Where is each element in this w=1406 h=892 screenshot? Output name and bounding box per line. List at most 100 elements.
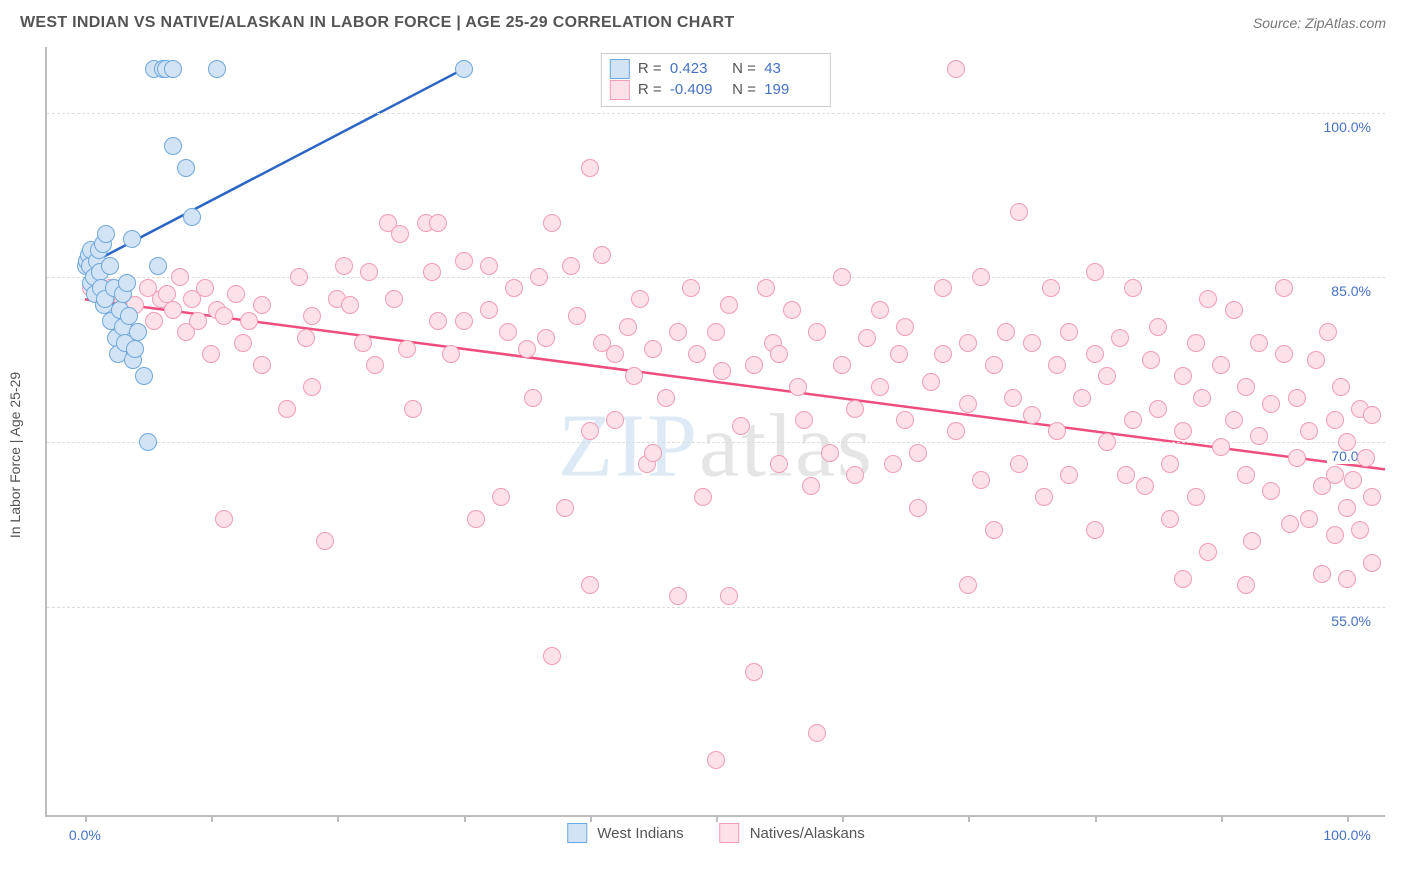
data-point bbox=[1086, 263, 1104, 281]
data-point bbox=[1300, 422, 1318, 440]
data-point bbox=[846, 466, 864, 484]
data-point bbox=[505, 279, 523, 297]
x-tick bbox=[1221, 815, 1223, 822]
data-point bbox=[606, 345, 624, 363]
data-point bbox=[1161, 510, 1179, 528]
data-point bbox=[1010, 203, 1028, 221]
data-point bbox=[253, 356, 271, 374]
data-point bbox=[297, 329, 315, 347]
data-point bbox=[997, 323, 1015, 341]
data-point bbox=[455, 312, 473, 330]
data-point bbox=[1124, 279, 1142, 297]
data-point bbox=[227, 285, 245, 303]
data-point bbox=[1023, 334, 1041, 352]
data-point bbox=[429, 312, 447, 330]
data-point bbox=[581, 576, 599, 594]
data-point bbox=[802, 477, 820, 495]
data-point bbox=[669, 587, 687, 605]
data-point bbox=[316, 532, 334, 550]
data-point bbox=[1149, 318, 1167, 336]
data-point bbox=[757, 279, 775, 297]
data-point bbox=[1243, 532, 1261, 550]
data-point bbox=[972, 471, 990, 489]
data-point bbox=[745, 663, 763, 681]
data-point bbox=[795, 411, 813, 429]
data-point bbox=[770, 455, 788, 473]
data-point bbox=[1174, 367, 1192, 385]
data-point bbox=[129, 323, 147, 341]
data-point bbox=[1351, 521, 1369, 539]
data-point bbox=[707, 323, 725, 341]
data-point bbox=[821, 444, 839, 462]
stats-legend-row: R = 0.423 N = 43 bbox=[610, 58, 822, 79]
data-point bbox=[909, 499, 927, 517]
data-point bbox=[1338, 570, 1356, 588]
data-point bbox=[1262, 395, 1280, 413]
data-point bbox=[1199, 543, 1217, 561]
data-point bbox=[909, 444, 927, 462]
data-point bbox=[97, 225, 115, 243]
data-point bbox=[442, 345, 460, 363]
data-point bbox=[1174, 422, 1192, 440]
data-point bbox=[1237, 576, 1255, 594]
y-tick-label: 85.0% bbox=[1327, 283, 1375, 299]
data-point bbox=[126, 340, 144, 358]
data-point bbox=[499, 323, 517, 341]
data-point bbox=[985, 521, 1003, 539]
data-point bbox=[158, 285, 176, 303]
y-tick-label: 55.0% bbox=[1327, 613, 1375, 629]
page-title: WEST INDIAN VS NATIVE/ALASKAN IN LABOR F… bbox=[20, 14, 734, 32]
y-axis-label: In Labor Force | Age 25-29 bbox=[7, 372, 23, 538]
series-legend-item: West Indians bbox=[567, 823, 683, 843]
x-tick bbox=[464, 815, 466, 822]
legend-swatch bbox=[720, 823, 740, 843]
data-point bbox=[959, 576, 977, 594]
data-point bbox=[1111, 329, 1129, 347]
data-point bbox=[543, 647, 561, 665]
data-point bbox=[934, 279, 952, 297]
data-point bbox=[1086, 521, 1104, 539]
data-point bbox=[1124, 411, 1142, 429]
data-point bbox=[568, 307, 586, 325]
data-point bbox=[385, 290, 403, 308]
data-point bbox=[720, 296, 738, 314]
data-point bbox=[354, 334, 372, 352]
data-point bbox=[1344, 471, 1362, 489]
data-point bbox=[1237, 378, 1255, 396]
data-point bbox=[896, 411, 914, 429]
data-point bbox=[1187, 488, 1205, 506]
x-tick bbox=[211, 815, 213, 822]
data-point bbox=[581, 159, 599, 177]
data-point bbox=[135, 367, 153, 385]
data-point bbox=[871, 378, 889, 396]
data-point bbox=[606, 411, 624, 429]
data-point bbox=[688, 345, 706, 363]
data-point bbox=[290, 268, 308, 286]
data-point bbox=[959, 334, 977, 352]
gridline bbox=[47, 442, 1385, 443]
x-tick bbox=[85, 815, 87, 822]
data-point bbox=[366, 356, 384, 374]
data-point bbox=[581, 422, 599, 440]
data-point bbox=[1281, 515, 1299, 533]
data-point bbox=[215, 510, 233, 528]
x-tick bbox=[590, 815, 592, 822]
x-tick bbox=[968, 815, 970, 822]
data-point bbox=[1363, 406, 1381, 424]
stats-legend: R = 0.423 N = 43R = -0.409 N = 199 bbox=[601, 53, 831, 107]
gridline bbox=[47, 277, 1385, 278]
data-point bbox=[518, 340, 536, 358]
data-point bbox=[669, 323, 687, 341]
data-point bbox=[694, 488, 712, 506]
data-point bbox=[196, 279, 214, 297]
data-point bbox=[720, 587, 738, 605]
data-point bbox=[1023, 406, 1041, 424]
data-point bbox=[1250, 334, 1268, 352]
data-point bbox=[423, 263, 441, 281]
data-point bbox=[234, 334, 252, 352]
data-point bbox=[682, 279, 700, 297]
data-point bbox=[1288, 449, 1306, 467]
data-point bbox=[846, 400, 864, 418]
data-point bbox=[1117, 466, 1135, 484]
data-point bbox=[164, 301, 182, 319]
